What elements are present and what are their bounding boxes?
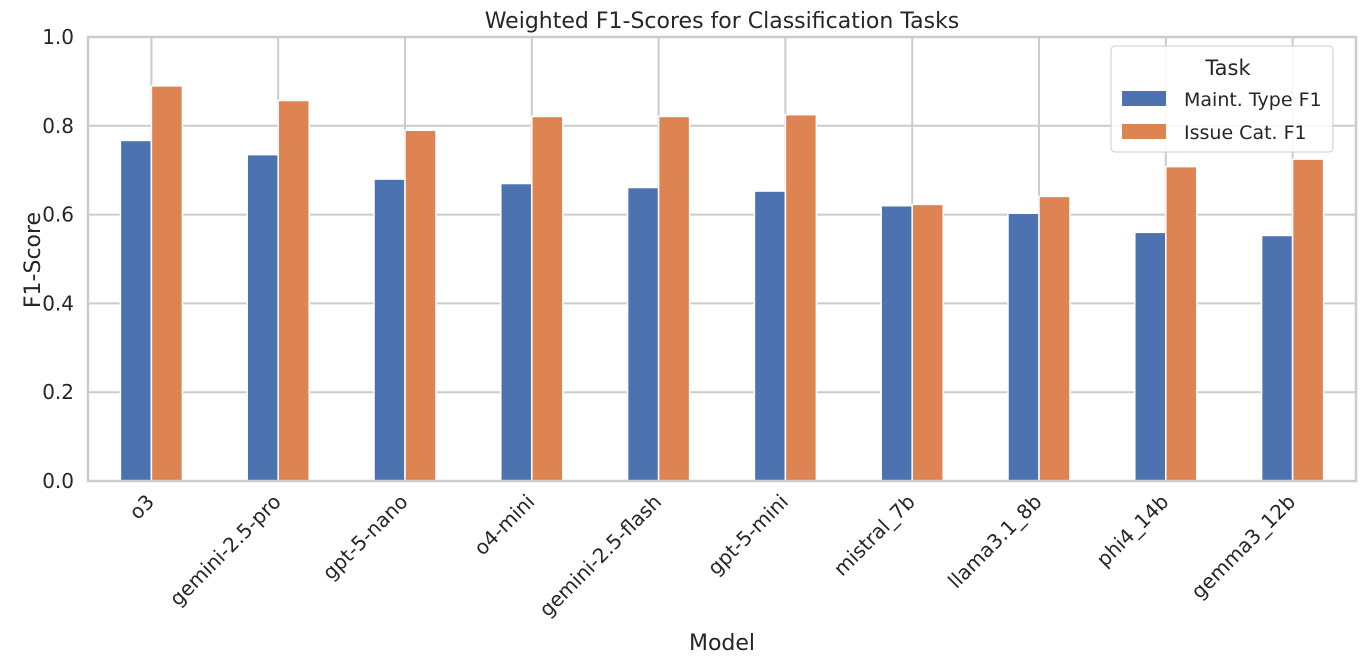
legend-box xyxy=(1110,45,1334,153)
y-tick-label: 0.4 xyxy=(42,291,74,315)
bar-issue-cat-f1-llama3-1-8b xyxy=(1038,195,1071,482)
bar-maint-type-f1-gemini-2-5-pro xyxy=(246,153,279,482)
axes-frame xyxy=(86,35,1358,483)
bars-layer xyxy=(119,85,1325,482)
bar-issue-cat-f1-gemini-2-5-flash xyxy=(657,115,691,482)
bar-issue-cat-f1-o4-mini xyxy=(531,115,564,482)
bar-issue-cat-f1-gemini-2-5-pro xyxy=(277,99,310,482)
legend-label-maint-type: Maint. Type F1 xyxy=(1184,89,1322,111)
y-axis-label: F1-Score xyxy=(21,212,46,308)
bar-maint-type-f1-mistral-7b xyxy=(880,204,913,482)
bar-maint-type-f1-llama3-1-8b xyxy=(1007,212,1040,482)
bar-maint-type-f1-phi4-14b xyxy=(1134,231,1167,482)
legend: Task Maint. Type F1 Issue Cat. F1 xyxy=(1110,45,1334,153)
legend-swatch-issue-cat xyxy=(1122,124,1166,139)
y-tick-label: 0.8 xyxy=(42,114,74,138)
legend-title: Task xyxy=(1204,56,1251,80)
bar-issue-cat-f1-mistral-7b xyxy=(911,203,944,482)
plot-border xyxy=(86,35,1358,483)
bar-issue-cat-f1-phi4-14b xyxy=(1165,165,1198,482)
legend-swatch-maint-type xyxy=(1122,91,1166,106)
legend-label-issue-cat: Issue Cat. F1 xyxy=(1184,122,1307,144)
bar-maint-type-f1-o4-mini xyxy=(500,182,533,482)
x-axis-label: Model xyxy=(689,631,755,656)
y-tick-label: 0.2 xyxy=(42,380,74,404)
y-tick-label: 0.6 xyxy=(42,203,74,227)
y-tick-label: 0.0 xyxy=(42,469,74,493)
bar-maint-type-f1-o3 xyxy=(119,139,153,482)
bar-issue-cat-f1-gpt-5-nano xyxy=(404,129,437,482)
bar-issue-cat-f1-gemma3-12b xyxy=(1291,158,1325,482)
chart-title: Weighted F1-Scores for Classification Ta… xyxy=(485,9,960,34)
bar-maint-type-f1-gpt-5-mini xyxy=(753,190,787,482)
bar-issue-cat-f1-gpt-5-mini xyxy=(784,113,818,482)
bar-maint-type-f1-gpt-5-nano xyxy=(373,178,406,482)
bar-maint-type-f1-gemma3-12b xyxy=(1260,234,1294,482)
bar-issue-cat-f1-o3 xyxy=(150,85,184,482)
bar-maint-type-f1-gemini-2-5-flash xyxy=(626,186,660,482)
y-tick-label: 1.0 xyxy=(42,25,74,49)
